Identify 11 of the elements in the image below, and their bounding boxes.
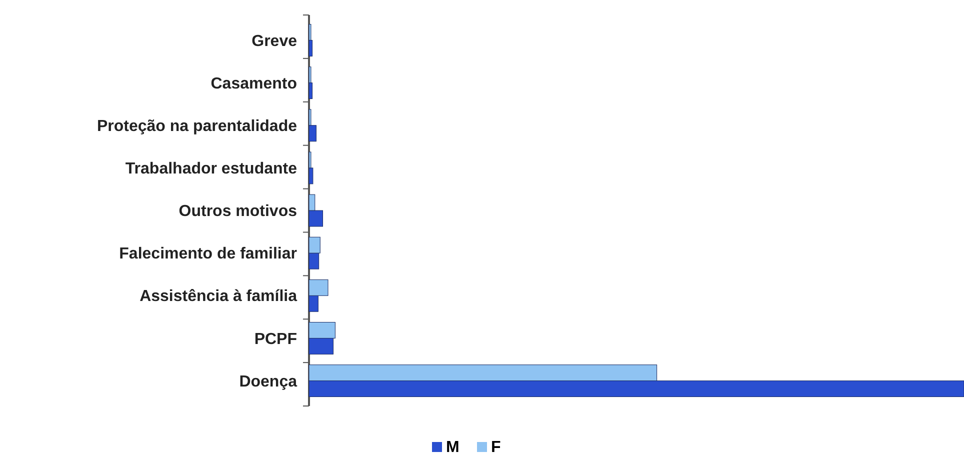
legend-label: F [491, 439, 501, 456]
y-tick-label: PCPF [254, 330, 298, 348]
y-tick-label: Proteção na parentalidade [96, 118, 298, 135]
y-tick-label: Outros motivos [178, 203, 298, 220]
y-tick-label: Greve [252, 32, 298, 50]
y-tick-label: Assistência à família [140, 288, 298, 306]
y-tick-label: Falecimento de familiar [119, 246, 297, 263]
legend-label: M [446, 439, 460, 456]
y-tick-label: Trabalhador estudante [125, 160, 298, 178]
y-tick-label: Casamento [210, 75, 298, 92]
y-tick-label: Doença [239, 373, 298, 390]
